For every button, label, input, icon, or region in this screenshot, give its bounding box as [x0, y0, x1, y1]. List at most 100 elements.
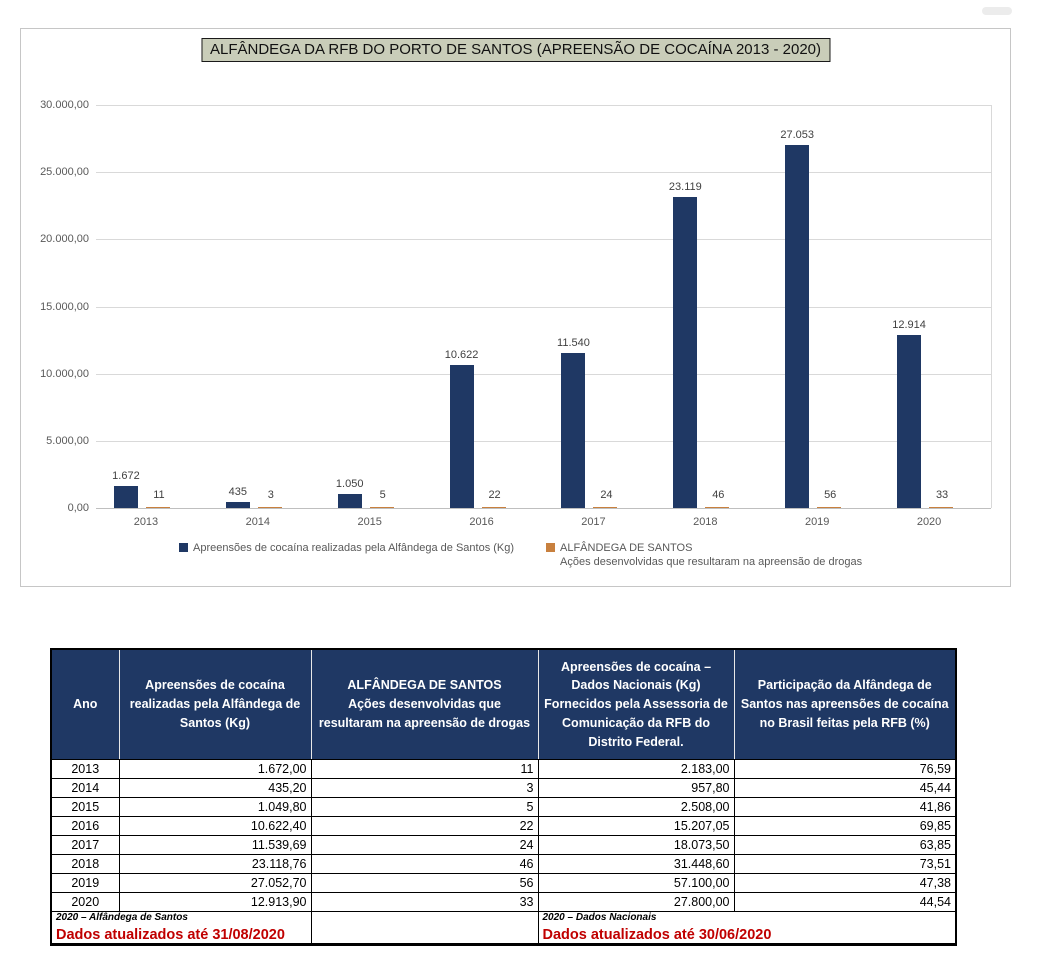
year-cell: 2016 [50, 816, 120, 836]
bar-value-label: 5 [379, 489, 386, 501]
table-row: 2015 1.049,80 5 2.508,00 41,86 [50, 797, 957, 817]
y-axis-tick-label: 0,00 [67, 502, 89, 514]
actions-count-cell: 22 [310, 816, 539, 836]
participation-pct-cell: 44,54 [733, 892, 957, 912]
legend-label: Apreensões de cocaína realizadas pela Al… [193, 542, 515, 554]
x-axis-line [96, 508, 991, 509]
participation-pct-cell: 63,85 [733, 835, 957, 855]
bar-santos-kg [673, 197, 698, 508]
year-cell: 2013 [50, 759, 120, 779]
bar-santos-kg [897, 335, 922, 508]
bar-actions-count [929, 507, 954, 508]
gridline [96, 172, 991, 174]
national-kg-cell: 31.448,60 [537, 854, 735, 874]
footer-national-source: 2020 – Dados Nacionais [542, 912, 657, 923]
bar-value-label: 10.622 [444, 349, 479, 361]
bar-value-label: 33 [935, 489, 949, 501]
santos-kg-cell: 11.539,69 [118, 835, 312, 855]
national-kg-cell: 57.100,00 [537, 873, 735, 893]
santos-kg-cell: 27.052,70 [118, 873, 312, 893]
x-axis-category-label: 2015 [357, 516, 382, 528]
legend-item: ALFÂNDEGA DE SANTOS Ações desenvolvidas q… [546, 541, 862, 569]
actions-count-cell: 46 [310, 854, 539, 874]
participation-pct-cell: 47,38 [733, 873, 957, 893]
santos-kg-cell: 12.913,90 [118, 892, 312, 912]
gridline [96, 440, 991, 442]
national-kg-cell: 957,80 [537, 778, 735, 798]
legend-item: Apreensões de cocaína realizadas pela Al… [179, 541, 514, 555]
national-kg-cell: 18.073,50 [537, 835, 735, 855]
chart-container: ALFÂNDEGA DA RFB DO PORTO DE SANTOS (APR… [20, 28, 1011, 587]
legend-swatch-icon [179, 543, 188, 552]
x-axis-category-label: 2013 [133, 516, 159, 528]
data-table: Ano Apreensões de cocaína realizadas pela… [50, 648, 957, 946]
bar-value-label: 11.540 [557, 337, 590, 349]
bar-value-label: 1.672 [112, 470, 140, 482]
participation-pct-cell: 73,51 [733, 854, 957, 874]
x-axis-category-label: 2018 [693, 516, 718, 528]
bar-santos-kg [785, 145, 810, 508]
bar-santos-kg [449, 365, 474, 508]
y-axis-tick-label: 25.000,00 [40, 166, 89, 179]
actions-count-cell: 33 [310, 892, 539, 912]
col-acoes: ALFÂNDEGA DE SANTOS Ações desenvolvidas … [311, 649, 539, 760]
col-participacao: Participação da Alfândega de Santos nas … [734, 649, 956, 760]
actions-count-cell: 56 [310, 873, 539, 893]
participation-pct-cell: 69,85 [733, 816, 957, 836]
bar-value-label: 56 [824, 489, 837, 501]
year-cell: 2020 [50, 892, 120, 912]
col-santos-kg: Apreensões de cocaína realizadas pela Al… [119, 649, 312, 760]
table-footer-row: 2020 – Alfândega de Santos Dados atualiz… [50, 911, 957, 945]
santos-kg-cell: 1.049,80 [118, 797, 312, 817]
bar-actions-count [817, 507, 842, 508]
x-axis-category-label: 2014 [245, 516, 271, 528]
footer-santos-update: Dados atualizados até 31/08/2020 [56, 927, 285, 943]
legend-swatch-icon [546, 543, 555, 552]
footer-empty-cell [310, 911, 539, 945]
legend-sublabel: Ações desenvolvidas que resultaram na ap… [560, 556, 863, 568]
national-kg-cell: 15.207,05 [537, 816, 735, 836]
y-axis-tick-label: 5.000,00 [46, 434, 89, 447]
year-cell: 2015 [50, 797, 120, 817]
chart-title: ALFÂNDEGA DA RFB DO PORTO DE SANTOS (APR… [200, 38, 831, 62]
year-cell: 2019 [50, 873, 120, 893]
y-axis-tick-label: 15.000,00 [40, 300, 89, 313]
year-cell: 2018 [50, 854, 120, 874]
x-axis-category-label: 2017 [581, 516, 606, 528]
national-kg-cell: 2.508,00 [537, 797, 735, 817]
table-row: 2014 435,20 3 957,80 45,44 [50, 778, 957, 798]
santos-kg-cell: 1.672,00 [118, 759, 312, 779]
bar-value-label: 46 [712, 489, 725, 501]
bar-value-label: 27.053 [780, 129, 815, 141]
bar-santos-kg [113, 486, 138, 508]
bar-actions-count [145, 507, 170, 508]
footer-santos-source: 2020 – Alfândega de Santos [56, 912, 188, 923]
actions-count-cell: 24 [310, 835, 539, 855]
national-kg-cell: 2.183,00 [537, 759, 735, 779]
table-row: 2013 1.672,00 11 2.183,00 76,59 [50, 759, 957, 779]
santos-kg-cell: 435,20 [118, 778, 312, 798]
bar-value-label: 24 [600, 489, 613, 501]
footer-national-update: Dados atualizados até 30/06/2020 [542, 927, 772, 943]
bar-santos-kg [225, 502, 250, 508]
table-row: 2019 27.052,70 56 57.100,00 47,38 [50, 873, 957, 893]
bar-actions-count [705, 507, 730, 508]
col-dados-nacionais: Apreensões de cocaína – Dados Nacionais … [538, 649, 735, 760]
bar-actions-count [257, 507, 282, 508]
bar-value-label: 11 [153, 489, 165, 501]
y-axis-tick-label: 20.000,00 [40, 233, 89, 246]
gridline [96, 105, 991, 106]
scrollbar-thumb[interactable] [982, 7, 1012, 15]
x-axis-category-label: 2016 [469, 516, 494, 528]
participation-pct-cell: 41,86 [733, 797, 957, 817]
y-axis-tick-label: 10.000,00 [40, 367, 89, 380]
bar-santos-kg [337, 494, 362, 508]
actions-count-cell: 3 [310, 778, 539, 798]
footer-national-cell: 2020 – Dados Nacionais Dados atualizados… [537, 911, 957, 945]
bar-actions-count [481, 507, 506, 508]
gridline [96, 239, 991, 241]
plot-area: 1.672 11 2013 435 3 2014 1.050 5 2015 10.622 22 201… [96, 105, 992, 528]
y-axis-tick-label: 30.000,00 [40, 99, 89, 111]
year-cell: 2017 [50, 835, 120, 855]
